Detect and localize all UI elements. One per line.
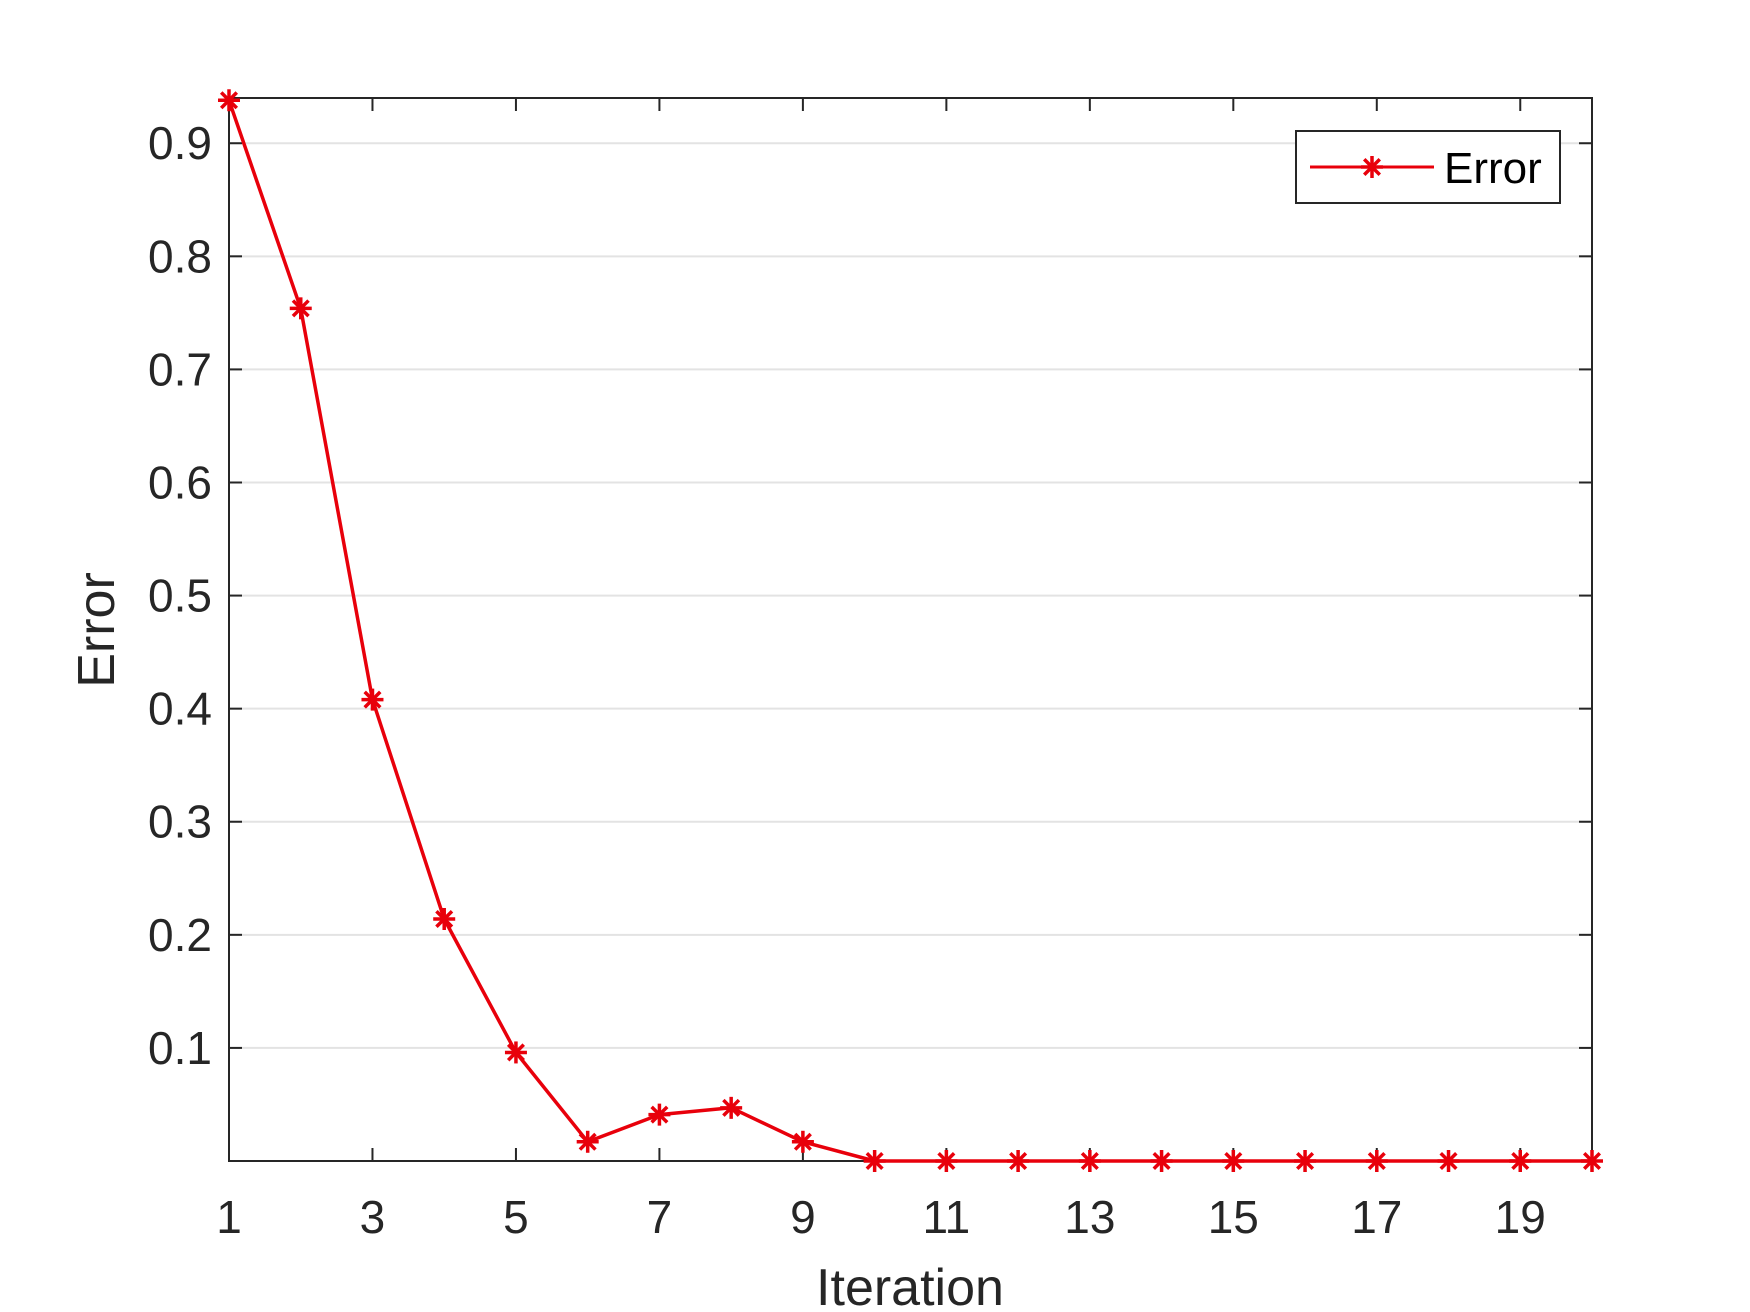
x-tick-label: 15: [1208, 1191, 1259, 1243]
x-tick-label: 17: [1351, 1191, 1402, 1243]
data-point: [433, 907, 456, 930]
y-tick-label: 0.7: [148, 343, 212, 395]
data-point: [935, 1150, 958, 1172]
data-point: [289, 297, 312, 320]
legend: Error: [1295, 130, 1561, 204]
data-point: [1078, 1150, 1101, 1172]
x-tick-label: 13: [1064, 1191, 1115, 1243]
y-tick-label: 0.5: [148, 570, 212, 622]
data-point: [361, 688, 384, 711]
data-point: [1222, 1150, 1245, 1172]
data-point: [1365, 1150, 1388, 1172]
data-point: [504, 1041, 527, 1064]
y-tick-label: 0.4: [148, 683, 212, 735]
y-axis-label: Error: [68, 572, 126, 688]
y-tick-label: 0.3: [148, 796, 212, 848]
data-point: [648, 1103, 671, 1126]
data-point: [1581, 1150, 1603, 1172]
plot-area: [229, 98, 1592, 1161]
x-tick-label: 5: [503, 1191, 529, 1243]
x-tick-label: 9: [790, 1191, 816, 1243]
y-tick-label: 0.9: [148, 117, 212, 169]
data-point: [720, 1096, 743, 1119]
x-tick-labels: 1 3 5 7 9 11 13 15 17 19: [216, 1191, 1546, 1243]
y-tick-label: 0.8: [148, 230, 212, 282]
x-tick-label: 11: [922, 1191, 970, 1243]
x-axis-label: Iteration: [816, 1259, 1004, 1312]
data-point: [1150, 1150, 1173, 1172]
y-tick-label: 0.2: [148, 909, 212, 961]
data-point: [791, 1130, 814, 1153]
series-layer: [218, 89, 1603, 1172]
legend-marker: [1361, 156, 1383, 178]
data-point: [1509, 1150, 1532, 1172]
data-point: [218, 89, 240, 112]
x-tick-label: 3: [360, 1191, 386, 1243]
y-tick-labels: 0.1 0.2 0.3 0.4 0.5 0.6 0.7 0.8 0.9: [148, 117, 212, 1074]
grid-lines: [229, 142, 1592, 1049]
x-tick-label: 19: [1495, 1191, 1546, 1243]
data-point: [1007, 1150, 1030, 1172]
data-point: [863, 1150, 886, 1172]
series-line-error: [227, 99, 1592, 1163]
legend-label: Error: [1444, 144, 1542, 193]
data-point: [1437, 1150, 1460, 1172]
y-tick-label: 0.6: [148, 456, 212, 508]
x-tick-label: 1: [216, 1191, 242, 1243]
data-point: [1294, 1150, 1317, 1172]
x-tick-label: 7: [647, 1191, 673, 1243]
legend-marker-asterisk: [1361, 156, 1383, 178]
y-tick-label: 0.1: [148, 1022, 212, 1074]
data-point: [576, 1130, 599, 1153]
